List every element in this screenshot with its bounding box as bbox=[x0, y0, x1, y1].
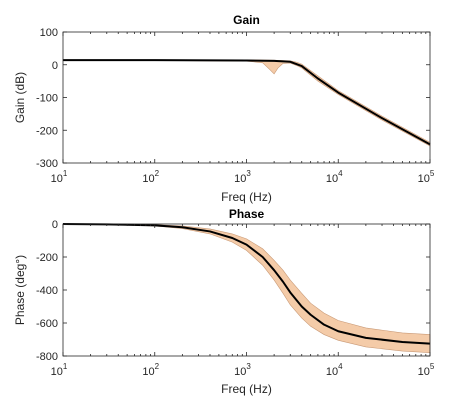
gain-x-tick-label: 102 bbox=[142, 169, 159, 185]
gain-y-tick-label: 100 bbox=[40, 27, 58, 39]
phase-chart: 101 102 103 104 105 0 -200 -400 -600 -800 Phase Fre… bbox=[13, 207, 435, 396]
phase-y-tick-label: -800 bbox=[36, 351, 58, 363]
gain-x-tick-label: 103 bbox=[234, 169, 251, 185]
gain-x-axis-label: Freq (Hz) bbox=[221, 190, 272, 204]
phase-y-tick-label: -200 bbox=[36, 252, 58, 264]
phase-y-tick-label: 0 bbox=[52, 219, 58, 231]
phase-x-tick-label: 104 bbox=[326, 362, 343, 378]
gain-y-tick-label: -300 bbox=[36, 158, 58, 170]
phase-x-tick-label: 102 bbox=[142, 362, 159, 378]
phase-y-tick-label: -600 bbox=[36, 318, 58, 330]
gain-axes-box bbox=[62, 31, 431, 164]
phase-title: Phase bbox=[229, 207, 265, 221]
gain-confidence-band bbox=[62, 59, 431, 147]
phase-confidence-band bbox=[62, 223, 431, 354]
gain-y-tick-label: -200 bbox=[36, 125, 58, 137]
gain-y-axis-label: Gain (dB) bbox=[13, 72, 27, 123]
gain-title: Gain bbox=[233, 13, 260, 27]
phase-x-tick-label: 103 bbox=[234, 362, 251, 378]
gain-chart: 101 102 103 104 105 100 0 -100 -200 -300 Gain Freq … bbox=[13, 13, 435, 204]
phase-x-axis-label: Freq (Hz) bbox=[221, 382, 272, 396]
phase-y-axis-label: Phase (deg°) bbox=[13, 255, 27, 325]
phase-y-tick-label: -400 bbox=[36, 285, 58, 297]
gain-x-tick-label: 105 bbox=[418, 169, 435, 185]
gain-y-tick-label: 0 bbox=[52, 60, 58, 72]
phase-x-tick-label: 105 bbox=[418, 362, 435, 378]
phase-x-tick-label: 101 bbox=[51, 362, 68, 378]
gain-mean-line bbox=[63, 59, 431, 146]
phase-mean-line bbox=[62, 223, 431, 345]
gain-x-tick-label: 101 bbox=[51, 169, 68, 185]
gain-y-tick-label: -100 bbox=[36, 93, 58, 105]
gain-x-tick-label: 104 bbox=[326, 169, 343, 185]
